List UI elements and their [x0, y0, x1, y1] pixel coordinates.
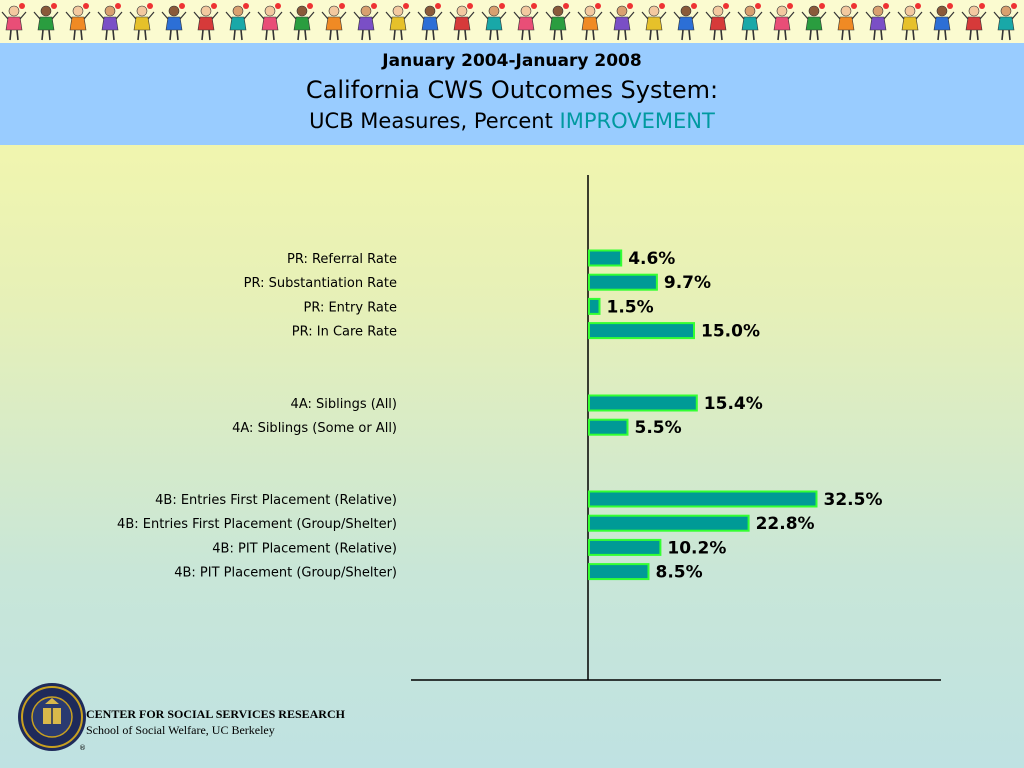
- subtitle-highlight: IMPROVEMENT: [559, 109, 715, 133]
- category-label-5: 4A: Siblings (All): [291, 397, 397, 412]
- kids-banner-decoration: [0, 0, 1024, 43]
- child-figure-icon: [897, 3, 923, 41]
- child-figure-icon: [673, 3, 699, 41]
- child-figure-icon: [417, 3, 443, 41]
- child-figure-icon: [161, 3, 187, 41]
- child-figure-icon: [129, 3, 155, 41]
- child-figure-icon: [801, 3, 827, 41]
- registered-mark: ®: [79, 744, 86, 752]
- slide-title: California CWS Outcomes System:: [305, 76, 719, 104]
- value-label-7: 32.5%: [824, 490, 883, 510]
- child-figure-icon: [545, 3, 571, 41]
- child-figure-icon: [865, 3, 891, 41]
- bar-3: [588, 297, 601, 315]
- child-figure-icon: [225, 3, 251, 41]
- child-figure-icon: [993, 3, 1019, 41]
- child-figure-icon: [513, 3, 539, 41]
- bar-6: [588, 418, 629, 436]
- child-figure-icon: [257, 3, 283, 41]
- slide-header: January 2004-January 2008 California CWS…: [0, 43, 1024, 145]
- child-figure-icon: [481, 3, 507, 41]
- child-figure-icon: [1, 3, 27, 41]
- value-label-3: 1.5%: [607, 297, 654, 317]
- footer-attribution: CENTER FOR SOCIAL SERVICES RESEARCH Scho…: [86, 706, 345, 738]
- children-figures-icon: [1, 3, 1019, 41]
- child-figure-icon: [353, 3, 379, 41]
- footer-org: CENTER FOR SOCIAL SERVICES RESEARCH: [86, 707, 345, 721]
- category-label-1: PR: Referral Rate: [287, 252, 397, 267]
- child-figure-icon: [929, 3, 955, 41]
- category-label-2: PR: Substantiation Rate: [244, 276, 397, 291]
- subtitle-prefix: UCB Measures, Percent: [309, 109, 560, 133]
- child-figure-icon: [577, 3, 603, 41]
- child-figure-icon: [33, 3, 59, 41]
- child-figure-icon: [97, 3, 123, 41]
- value-label-2: 9.7%: [664, 273, 711, 293]
- uc-seal-icon: ®: [18, 683, 86, 752]
- category-label-7: 4B: Entries First Placement (Relative): [155, 493, 397, 508]
- child-figure-icon: [449, 3, 475, 41]
- value-label-10: 8.5%: [656, 563, 703, 583]
- child-figure-icon: [609, 3, 635, 41]
- bar-10: [588, 563, 650, 581]
- bar-1: [588, 249, 623, 267]
- child-figure-icon: [737, 3, 763, 41]
- child-figure-icon: [193, 3, 219, 41]
- child-figure-icon: [65, 3, 91, 41]
- child-figure-icon: [833, 3, 859, 41]
- child-figure-icon: [289, 3, 315, 41]
- category-label-10: 4B: PIT Placement (Group/Shelter): [174, 566, 397, 581]
- category-label-6: 4A: Siblings (Some or All): [232, 421, 397, 436]
- bar-4: [588, 322, 695, 340]
- bar-2: [588, 273, 658, 291]
- slide-subtitle: UCB Measures, Percent IMPROVEMENT: [0, 109, 1024, 133]
- child-figure-icon: [705, 3, 731, 41]
- value-label-4: 15.0%: [701, 322, 760, 342]
- bar-5: [588, 394, 698, 412]
- bar-9: [588, 538, 662, 556]
- child-figure-icon: [961, 3, 987, 41]
- value-label-1: 4.6%: [628, 249, 675, 269]
- child-figure-icon: [769, 3, 795, 41]
- value-label-5: 15.4%: [704, 394, 763, 414]
- value-label-6: 5.5%: [635, 418, 682, 438]
- category-label-9: 4B: PIT Placement (Relative): [212, 541, 397, 556]
- category-label-4: PR: In Care Rate: [292, 325, 397, 340]
- child-figure-icon: [385, 3, 411, 41]
- value-label-8: 22.8%: [756, 514, 815, 534]
- bar-8: [588, 514, 750, 532]
- category-label-3: PR: Entry Rate: [303, 300, 397, 315]
- value-label-9: 10.2%: [667, 538, 726, 558]
- child-figure-icon: [321, 3, 347, 41]
- footer-school: School of Social Welfare, UC Berkeley: [86, 723, 275, 737]
- date-range: January 2004-January 2008: [382, 51, 642, 71]
- bar-7: [588, 490, 818, 508]
- uc-seal-logo: ®: [17, 682, 87, 756]
- category-label-8: 4B: Entries First Placement (Group/Shelt…: [117, 517, 397, 532]
- child-figure-icon: [641, 3, 667, 41]
